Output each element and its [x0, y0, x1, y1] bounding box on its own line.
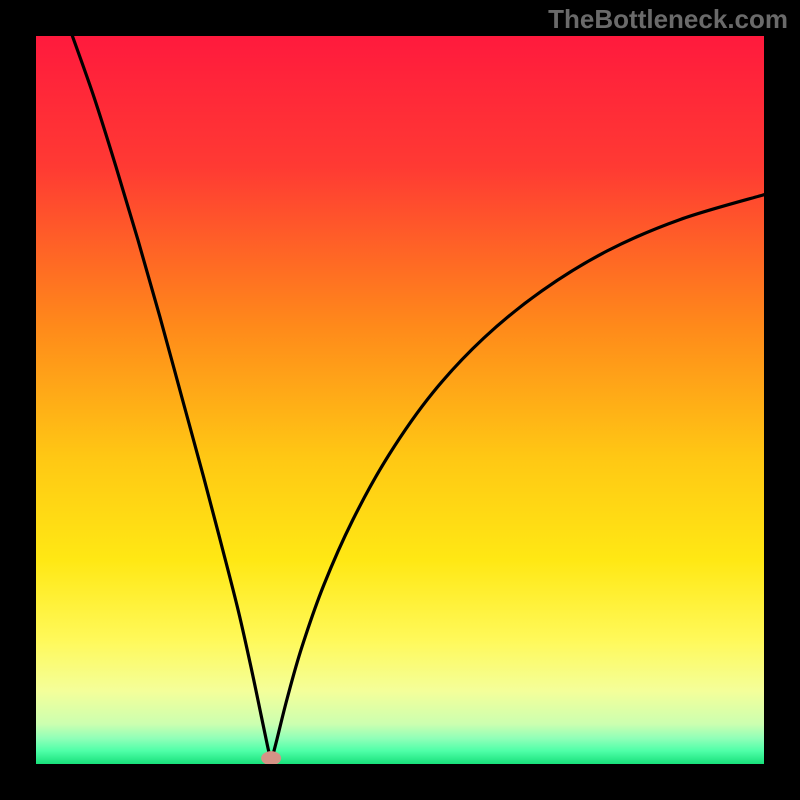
watermark-text: TheBottleneck.com	[548, 4, 788, 35]
bottleneck-curve-chart	[36, 36, 764, 764]
chart-background-gradient	[36, 36, 764, 764]
